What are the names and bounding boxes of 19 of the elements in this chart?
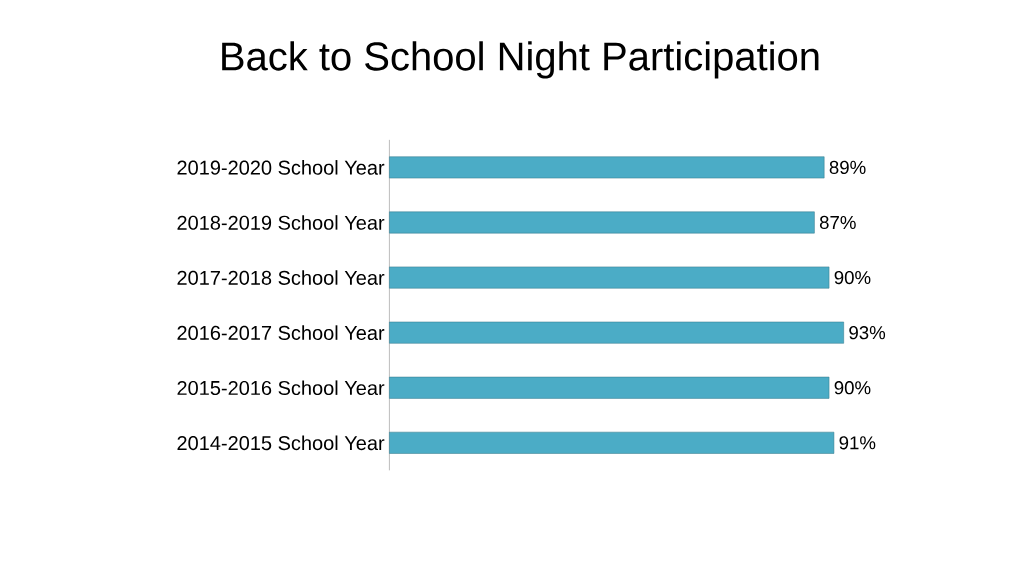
chart-title: Back to School Night Participation [222, 41, 819, 79]
bar [389, 376, 830, 399]
y-tick-label: 2014-2015 School Year [177, 435, 385, 451]
y-tick-label: 2017-2018 School Year [177, 270, 385, 285]
y-tick-label: 2018-2019 School Year [177, 215, 385, 230]
bar [389, 266, 830, 289]
y-tick-label: 2019-2020 School Year [177, 159, 385, 175]
y-tick-label: 2016-2017 School Year [177, 325, 385, 340]
data-label: 90% [834, 381, 871, 395]
data-label: 91% [839, 436, 876, 450]
bar [389, 156, 825, 179]
bar [389, 321, 844, 344]
data-label: 89% [829, 160, 866, 174]
data-label: 93% [849, 325, 886, 340]
data-label: 90% [834, 270, 871, 285]
data-label: 87% [819, 215, 856, 229]
bar [389, 431, 835, 454]
bar [389, 211, 815, 234]
y-tick-label: 2015-2016 School Year [177, 380, 385, 395]
